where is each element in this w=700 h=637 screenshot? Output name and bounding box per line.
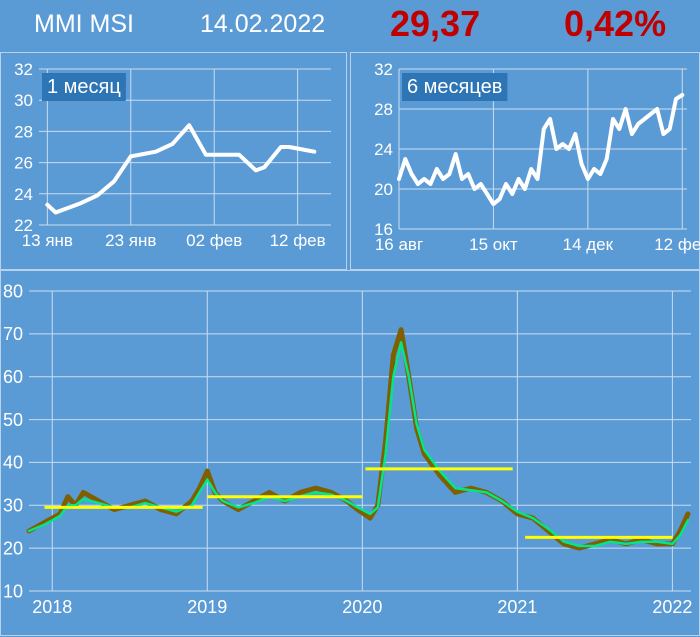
- index-change: 0,42%: [564, 3, 667, 44]
- ticker-label: MMI MSI: [34, 10, 134, 38]
- x-tick-label: 2018: [32, 597, 72, 617]
- header-bar: [0, 0, 700, 52]
- chart-title-badge: 6 месяцев: [402, 73, 508, 101]
- x-tick-label: 23 янв: [105, 231, 156, 250]
- chart-1-month: 22 24 26 28 30 32 13 янв 23 янв 02 фев 12 фев 1 ме…: [14, 60, 331, 250]
- x-tick-label: 2022: [652, 597, 692, 617]
- series-line-smoothed: [27, 341, 690, 548]
- y-tick-label: 60: [3, 367, 23, 387]
- series-line: [397, 93, 685, 206]
- x-tick-label: 16 авг: [375, 235, 423, 254]
- x-tick-label: 13 янв: [22, 231, 73, 250]
- chart-panel-long-term: 10 20 30 40 50 60 70 80 2018 2019 2020 2021 2022: [0, 270, 700, 636]
- chart-title-badge: 1 месяц: [42, 73, 126, 101]
- y-tick-label: 20: [3, 538, 23, 558]
- series-line-raw: [26, 327, 691, 551]
- y-tick-label: 30: [14, 91, 33, 110]
- x-tick-label: 14 дек: [563, 235, 614, 254]
- chart-panel-1-month: 22 24 26 28 30 32 13 янв 23 янв 02 фев 12 фев 1 ме…: [0, 52, 347, 270]
- x-tick-label: 15 окт: [469, 235, 518, 254]
- x-tick-label: 2020: [342, 597, 382, 617]
- chart-title-badge-bg: [42, 73, 126, 101]
- y-tick-label: 32: [14, 60, 33, 79]
- series-line: [45, 123, 317, 215]
- y-tick-label: 16: [374, 220, 393, 239]
- y-tick-label: 28: [14, 122, 33, 141]
- x-tick-label: 2021: [497, 597, 537, 617]
- y-tick-label: 26: [14, 154, 33, 173]
- y-tick-label: 10: [3, 581, 23, 601]
- chart-long-term: 10 20 30 40 50 60 70 80 2018 2019 2020 2021 2022: [3, 281, 692, 617]
- y-tick-label: 32: [374, 60, 393, 79]
- y-tick-label: 80: [3, 281, 23, 301]
- y-tick-label: 20: [374, 180, 393, 199]
- index-value: 29,37: [390, 3, 481, 44]
- y-tick-label: 28: [374, 100, 393, 119]
- chart-panel-6-months: 16 20 24 28 32 16 авг 15 окт 14 дек 12 фев 6 меся…: [350, 52, 700, 270]
- chart-6-months: 16 20 24 28 32 16 авг 15 окт 14 дек 12 фев 6 меся…: [374, 60, 700, 254]
- date-label: 14.02.2022: [200, 10, 326, 38]
- y-tick-label: 70: [3, 324, 23, 344]
- y-tick-label: 24: [374, 140, 393, 159]
- y-tick-label: 24: [14, 185, 33, 204]
- x-tick-label: 2019: [187, 597, 227, 617]
- x-tick-label: 12 фев: [654, 235, 700, 254]
- x-tick-label: 12 фев: [270, 231, 326, 250]
- chart-title: 1 месяц: [47, 76, 121, 98]
- x-tick-label: 02 фев: [186, 231, 242, 250]
- y-tick-label: 40: [3, 453, 23, 473]
- y-tick-label: 30: [3, 496, 23, 516]
- y-tick-label: 22: [14, 216, 33, 235]
- chart-title: 6 месяцев: [407, 76, 502, 98]
- y-tick-label: 50: [3, 410, 23, 430]
- chart-title-badge-bg: [402, 73, 508, 101]
